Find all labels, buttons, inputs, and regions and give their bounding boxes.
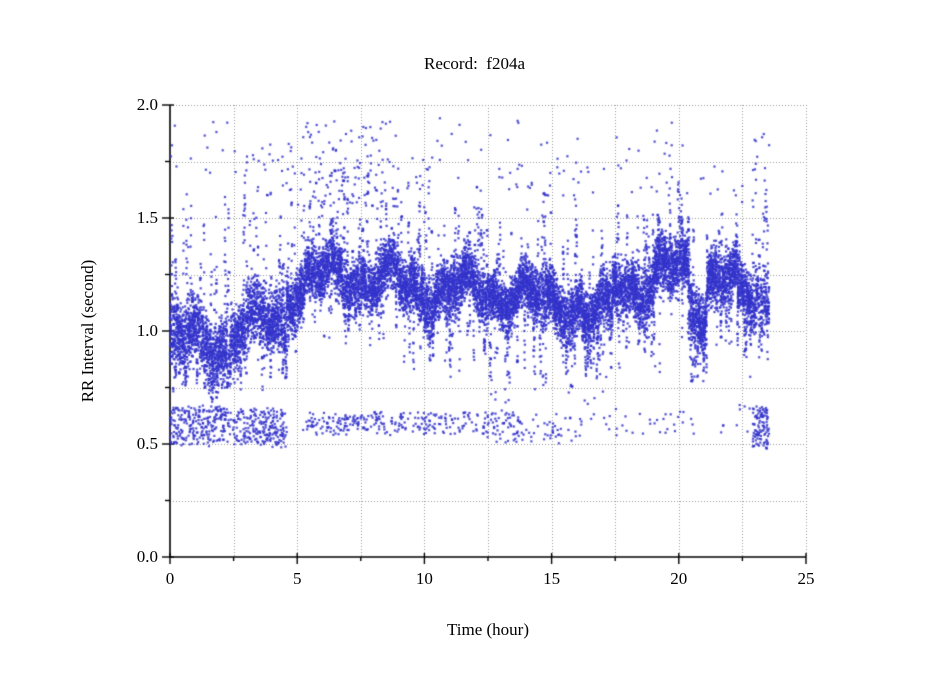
chart-title: Record: f204a bbox=[423, 54, 526, 73]
x-tick-label-25: 25 bbox=[797, 569, 815, 588]
y-tick-label-1.5: 1.5 bbox=[136, 208, 158, 227]
y-tick-label-0.0: 0.0 bbox=[136, 547, 158, 566]
y-axis-title: RR Interval (second) bbox=[78, 259, 97, 403]
x-tick-label-20: 20 bbox=[670, 569, 688, 588]
y-tick-label-2.0: 2.0 bbox=[136, 95, 158, 114]
x-tick-label-5: 5 bbox=[292, 569, 302, 588]
y-tick-label-1.0: 1.0 bbox=[136, 321, 158, 340]
x-tick-label-0: 0 bbox=[165, 569, 175, 588]
y-tick-label-0.5: 0.5 bbox=[136, 434, 158, 453]
x-tick-label-10: 10 bbox=[415, 569, 433, 588]
x-axis-title: Time (hour) bbox=[446, 620, 529, 639]
x-tick-label-15: 15 bbox=[543, 569, 561, 588]
